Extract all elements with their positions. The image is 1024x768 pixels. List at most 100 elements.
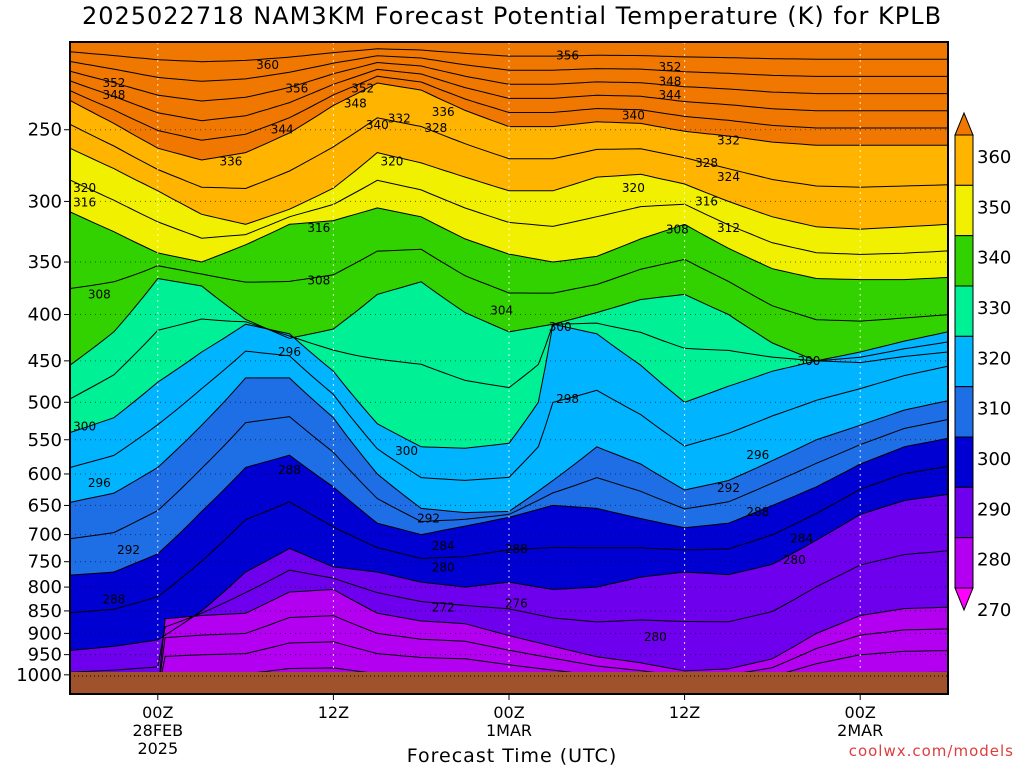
x-tick-label: 12Z — [669, 703, 700, 722]
contour-boundary-3 — [70, 207, 948, 281]
contour-label: 320 — [73, 181, 96, 195]
x-tick-label: 12Z — [318, 703, 349, 722]
colorbar-segment — [954, 285, 974, 337]
x-tick-label: 00Z — [845, 703, 876, 722]
contour-label: 332 — [717, 134, 740, 148]
contour-label: 344 — [271, 123, 294, 137]
contour-label: 336 — [432, 105, 455, 119]
contour-label: 280 — [644, 630, 667, 644]
contour-line-0-5 — [70, 75, 948, 141]
color-band-2 — [70, 148, 948, 280]
colorbar-label: 360 — [977, 147, 1011, 168]
contour-label: 340 — [622, 108, 645, 122]
x-axis-label: Forecast Time (UTC) — [406, 745, 618, 767]
y-tick-label: 700 — [28, 525, 62, 546]
y-tick-label: 400 — [28, 305, 62, 326]
contour-boundary-2 — [70, 147, 948, 230]
colorbar-label: 310 — [977, 399, 1011, 420]
x-tick-label: 2025 — [137, 739, 178, 758]
contour-label: 320 — [622, 181, 645, 195]
color-band-9 — [159, 589, 948, 672]
colorbar-segment — [954, 134, 974, 186]
y-tick-label: 650 — [28, 495, 62, 516]
contour-label: 324 — [717, 170, 740, 184]
contour-label: 292 — [117, 543, 140, 557]
colorbar-segment — [954, 486, 974, 539]
x-tick-label: 1MAR — [486, 721, 532, 740]
grid-lines — [70, 42, 948, 694]
contour-line-5-1 — [70, 350, 948, 481]
contour-label: 288 — [102, 593, 125, 607]
contour-label: 304 — [490, 304, 513, 318]
colorbar-label: 270 — [977, 600, 1011, 621]
contour-label: 300 — [73, 420, 96, 434]
contour-label: 328 — [424, 121, 447, 135]
contour-label: 312 — [717, 221, 740, 235]
colorbar-label: 280 — [977, 550, 1011, 571]
color-band-4 — [70, 278, 948, 449]
colorbar-label: 350 — [977, 197, 1011, 218]
contour-label: 280 — [783, 553, 806, 567]
x-tick-label: 2MAR — [837, 721, 883, 740]
colorbar-segment — [954, 235, 974, 287]
contour-label: 272 — [432, 601, 455, 615]
contour-label: 356 — [556, 49, 579, 63]
color-band-5 — [70, 324, 948, 513]
contour-line-0-4 — [70, 68, 948, 122]
contour-line-4-1 — [70, 318, 948, 400]
contour-label: 332 — [388, 112, 411, 126]
y-tick-label: 900 — [28, 623, 62, 644]
contour-label: 288 — [746, 505, 769, 519]
contour-label: 316 — [695, 194, 718, 208]
y-tick-label: 350 — [28, 252, 62, 273]
contour-label: 320 — [380, 154, 403, 168]
y-tick-label: 750 — [28, 552, 62, 573]
contour-label: 352 — [102, 76, 125, 90]
contour-label: 356 — [285, 81, 308, 95]
colorbar-top-arrow — [954, 111, 974, 136]
y-tick-label: 850 — [28, 601, 62, 622]
contour-label: 352 — [351, 81, 374, 95]
contour-line-3-1 — [70, 248, 948, 322]
ground-surface — [70, 672, 948, 694]
y-tick-label: 950 — [28, 645, 62, 666]
color-band-6 — [70, 377, 948, 576]
watermark[interactable]: coolwx.com/models — [848, 742, 1014, 760]
contour-line-7-1 — [70, 465, 948, 614]
contour-label: 296 — [746, 448, 769, 462]
contour-label: 300 — [798, 354, 821, 368]
y-tick-label: 250 — [28, 120, 62, 141]
contour-label: 296 — [278, 345, 301, 359]
y-tick-label: 1000 — [16, 665, 62, 686]
contour-line-0-2 — [70, 55, 948, 82]
color-band-7 — [70, 438, 948, 651]
contour-label: 348 — [344, 97, 367, 111]
contour-line-6-1 — [70, 416, 948, 540]
contour-label: 344 — [659, 88, 682, 102]
contour-label: 336 — [220, 154, 243, 168]
contour-label: 316 — [73, 196, 96, 210]
contour-label: 308 — [666, 222, 689, 236]
contour-label: 308 — [88, 287, 111, 301]
color-band-0 — [70, 42, 948, 160]
colorbar-segment — [954, 184, 974, 237]
contour-label: 348 — [102, 88, 125, 102]
contour-line-8-1 — [70, 550, 948, 672]
contour-boundary-5 — [70, 323, 948, 449]
y-tick-label: 550 — [28, 430, 62, 451]
y-axis: 2503003504004505005506006507007508008509… — [16, 120, 70, 686]
contour-label: 288 — [278, 463, 301, 477]
contour-line-0-1 — [70, 48, 948, 63]
colorbar-bottom-arrow — [954, 587, 974, 612]
color-band-3 — [70, 207, 948, 366]
contour-label: 292 — [717, 481, 740, 495]
contour-label: 352 — [659, 60, 682, 74]
contour-label: 328 — [695, 156, 718, 170]
colorbar-label: 290 — [977, 499, 1011, 520]
contour-line-9-2 — [161, 641, 948, 672]
contour-line-9-1 — [160, 615, 948, 672]
contour-label: 292 — [417, 512, 440, 526]
